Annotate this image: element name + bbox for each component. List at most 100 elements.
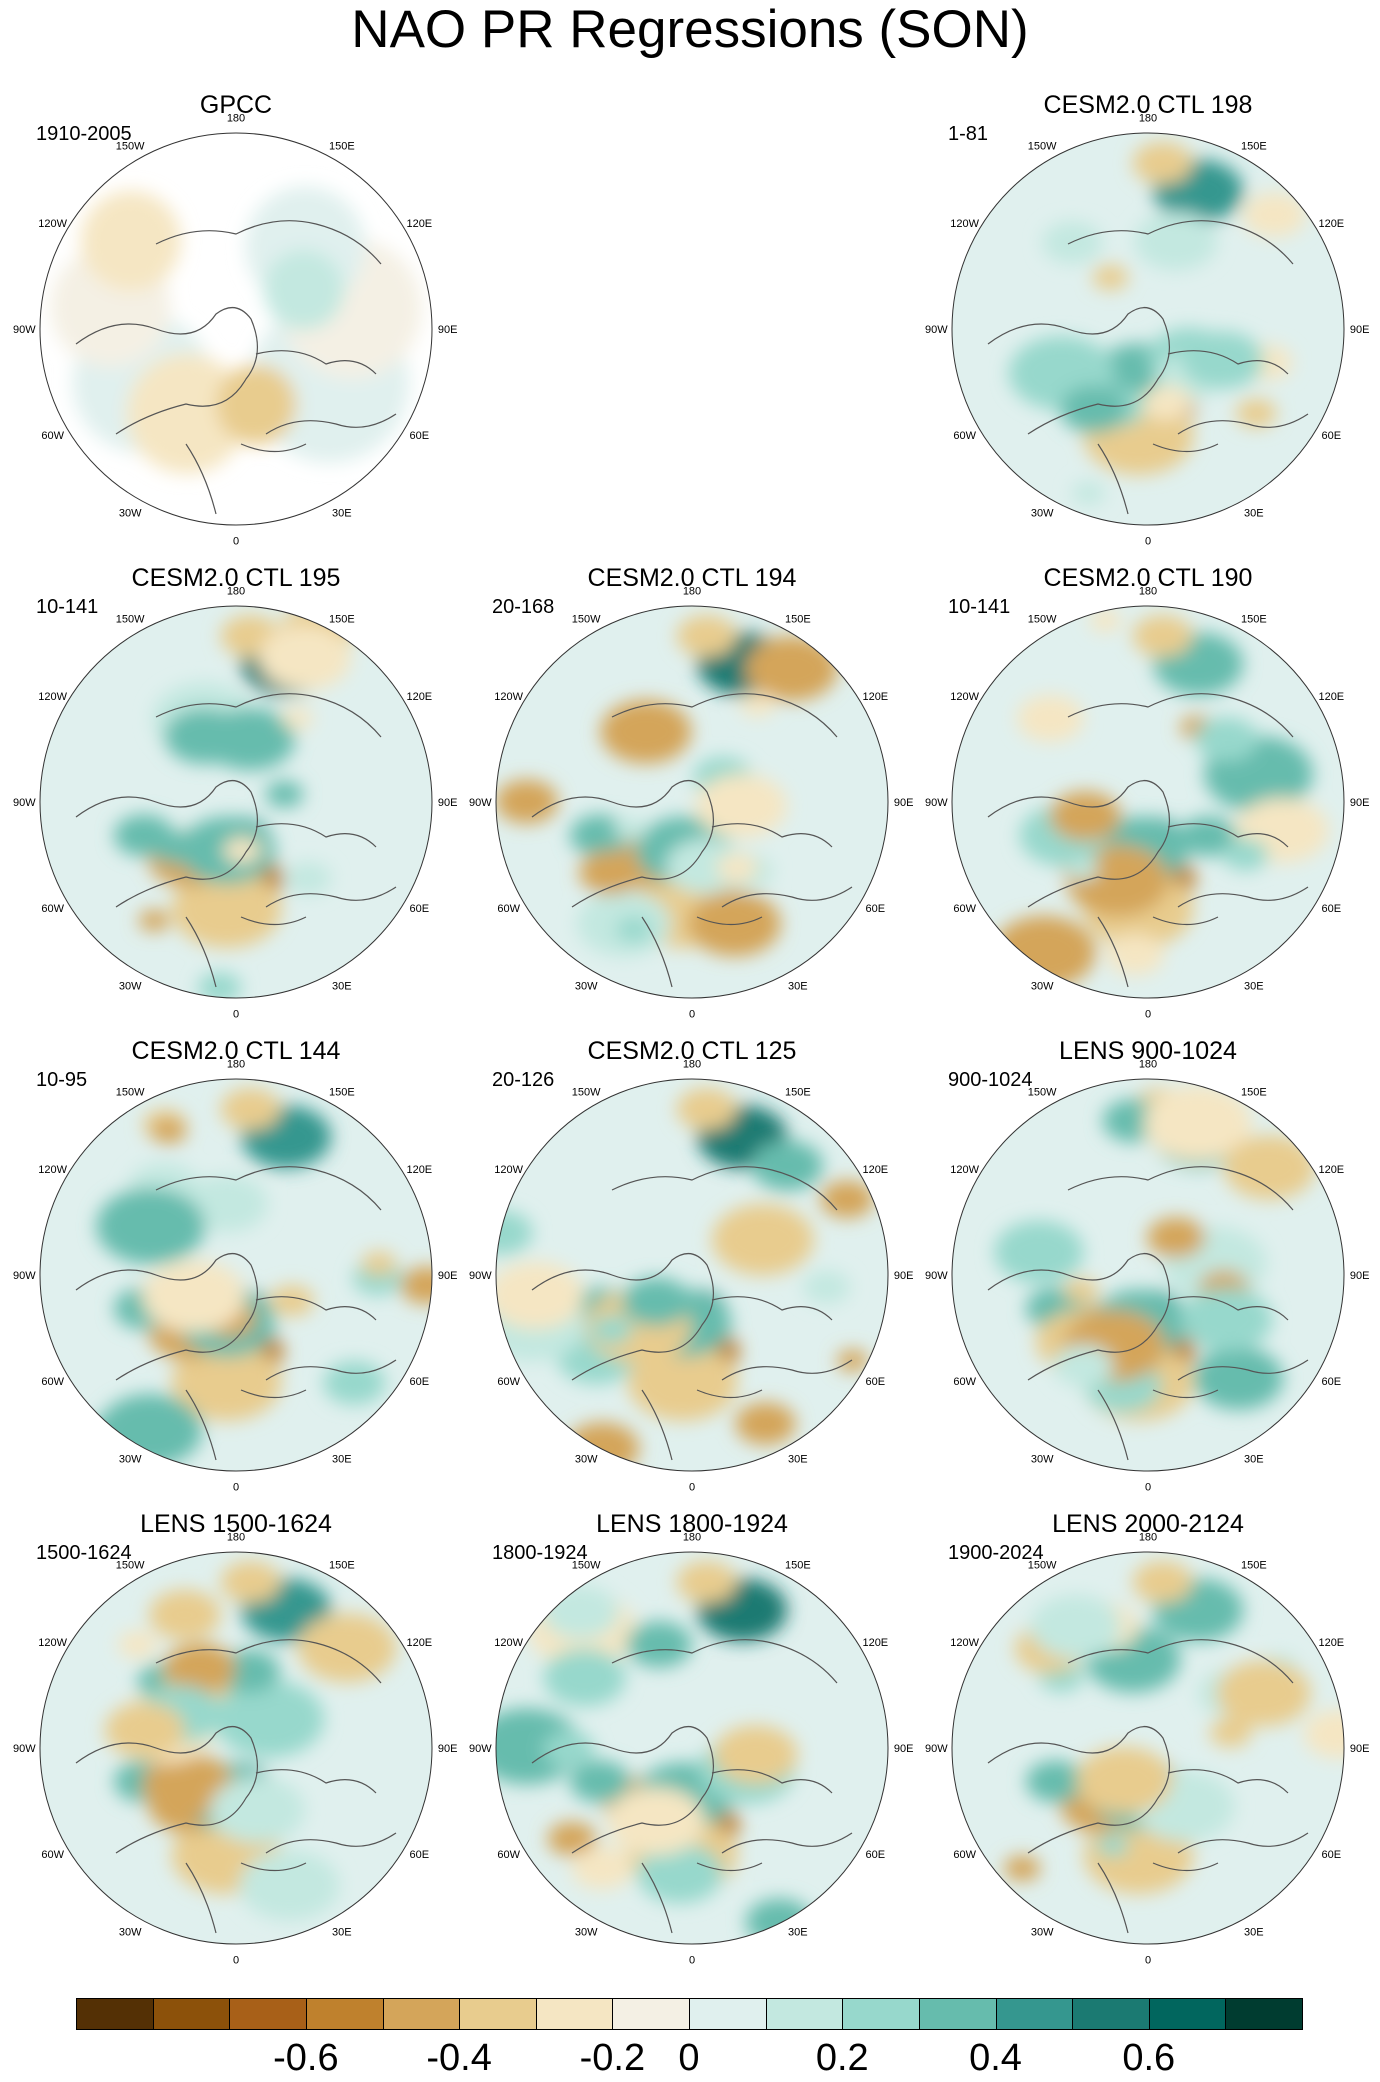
panel-title: LENS 1500-1624 [140,1510,332,1538]
longitude-label: 0 [233,1009,239,1021]
longitude-label: 150W [1028,141,1057,153]
coastline [531,780,715,908]
longitude-label: 120E [406,1164,432,1176]
field-patch [138,909,170,932]
coastline [1067,220,1294,265]
panel-period: 20-126 [492,1069,555,1091]
longitude-label: 0 [689,1955,695,1967]
colorbar-tick-label: -0.2 [579,2037,646,2079]
longitude-label: 120W [494,1164,523,1176]
longitude-label: 30E [1244,1926,1264,1938]
longitude-label: 150W [1028,1560,1057,1572]
polar-map: 180 150E 120E 90E 60E 30E 0 30W 60W 90W 120W 150W [469,1531,913,1966]
coastlines [531,693,853,988]
colorbar-tick-label: 0.6 [1122,2037,1176,2079]
map-panel: LENS 900-1024 900-1024 180 150E 120E 90E 60E 30… [925,1036,1369,1494]
colorbar-segment [689,1998,767,2030]
longitude-label: 30W [575,1926,598,1938]
field-patch [573,1664,620,1697]
longitude-label: 120W [38,691,67,703]
field-layer [952,1079,1344,1471]
coastline [711,823,853,908]
map-border [495,605,889,999]
longitude-label: 90W [13,1743,36,1755]
panel-period: 10-141 [36,596,99,618]
longitude-label: 120W [38,1637,67,1649]
field-patch [263,249,344,330]
coastline [641,916,763,988]
field-patch [1181,331,1264,389]
longitude-label: 30W [1031,1453,1054,1465]
field-patch [1235,398,1277,428]
longitude-label: 150W [572,614,601,626]
field-patch [186,1175,268,1233]
field-patch [614,817,648,841]
colorbar-segment [765,1998,844,2030]
field-patch [1134,212,1218,271]
coastline [185,916,307,988]
field-patch [711,1203,814,1276]
longitude-label: 30E [332,507,352,519]
longitude-label: 180 [1139,585,1157,597]
panel-period: 900-1024 [948,1069,1033,1091]
polar-map: 180 150E 120E 90E 60E 30E 0 30W 60W 90W 120W 150W [925,1058,1369,1493]
longitude-label: 60E [1322,430,1342,442]
longitude-label: 150W [116,614,145,626]
map-panel: CESM2.0 CTL 194 20-168 180 150E 120E 90E 60E 30… [469,563,913,1021]
coastline [641,1862,763,1934]
longitude-label: 30W [1031,507,1054,519]
map-panel: CESM2.0 CTL 198 1-81 180 150E 120E 90E 60E 30E 0… [925,90,1369,548]
longitude-label: 120W [494,1637,523,1649]
field-patch [269,1285,315,1317]
colorbar [76,1998,1303,2032]
longitude-label: 120E [1318,218,1344,230]
coastline [1067,1639,1294,1684]
longitude-label: 150E [785,1560,811,1572]
panel-title: LENS 1800-1924 [596,1510,788,1538]
field-layer [496,1552,888,1944]
longitude-label: 60W [953,1849,976,1861]
field-patch [96,1188,206,1265]
field-patch [1017,695,1084,742]
coastline [1097,916,1219,988]
coastline [1097,1389,1219,1461]
polar-map: 180 150E 120E 90E 60E 30E 0 30W 60W 90W 120W 150W [469,1058,913,1493]
field-patch [163,1642,236,1694]
field-patch [745,1898,813,1944]
map-panel: LENS 1500-1624 1500-1624 180 150E 120E 90E 60E… [13,1509,457,1967]
field-patch [239,1850,340,1921]
longitude-label: 0 [689,1009,695,1021]
colorbar-tick-label: 0.2 [815,2037,869,2079]
longitude-label: 60W [953,1376,976,1388]
longitude-label: 30W [575,1453,598,1465]
field-patch [621,1277,691,1327]
coastline [531,1726,715,1854]
field-patch [150,1118,187,1144]
field-patch [210,1776,306,1844]
longitude-label: 90W [469,1743,492,1755]
coastline [1097,443,1219,515]
panel-title: CESM2.0 CTL 195 [131,564,341,592]
field-patch [542,1585,619,1640]
field-layer [952,606,1344,998]
field-patch [636,1843,723,1904]
longitude-label: 180 [227,1058,245,1070]
map-panel: LENS 2000-2124 1900-2024 180 150E 120E 90E 60E… [925,1509,1369,1967]
longitude-label: 60E [1322,1849,1342,1861]
coastline [155,1639,382,1684]
field-patch [1179,816,1237,857]
field-patch [98,1393,203,1467]
coastline [611,1166,838,1211]
longitude-label: 120E [862,1164,888,1176]
field-patch [1143,1085,1252,1162]
map-border [39,1551,433,1945]
coastlines [987,693,1309,988]
longitude-label: 90W [13,1270,36,1282]
longitude-label: 150W [1028,614,1057,626]
coastline [1167,350,1309,435]
polar-map: 180 150E 120E 90E 60E 30E 0 30W 60W 90W 120W 150W [13,112,457,547]
longitude-label: 30W [119,980,142,992]
longitude-label: 30W [1031,1926,1054,1938]
longitude-label: 150W [572,1087,601,1099]
coastline [711,1296,853,1381]
